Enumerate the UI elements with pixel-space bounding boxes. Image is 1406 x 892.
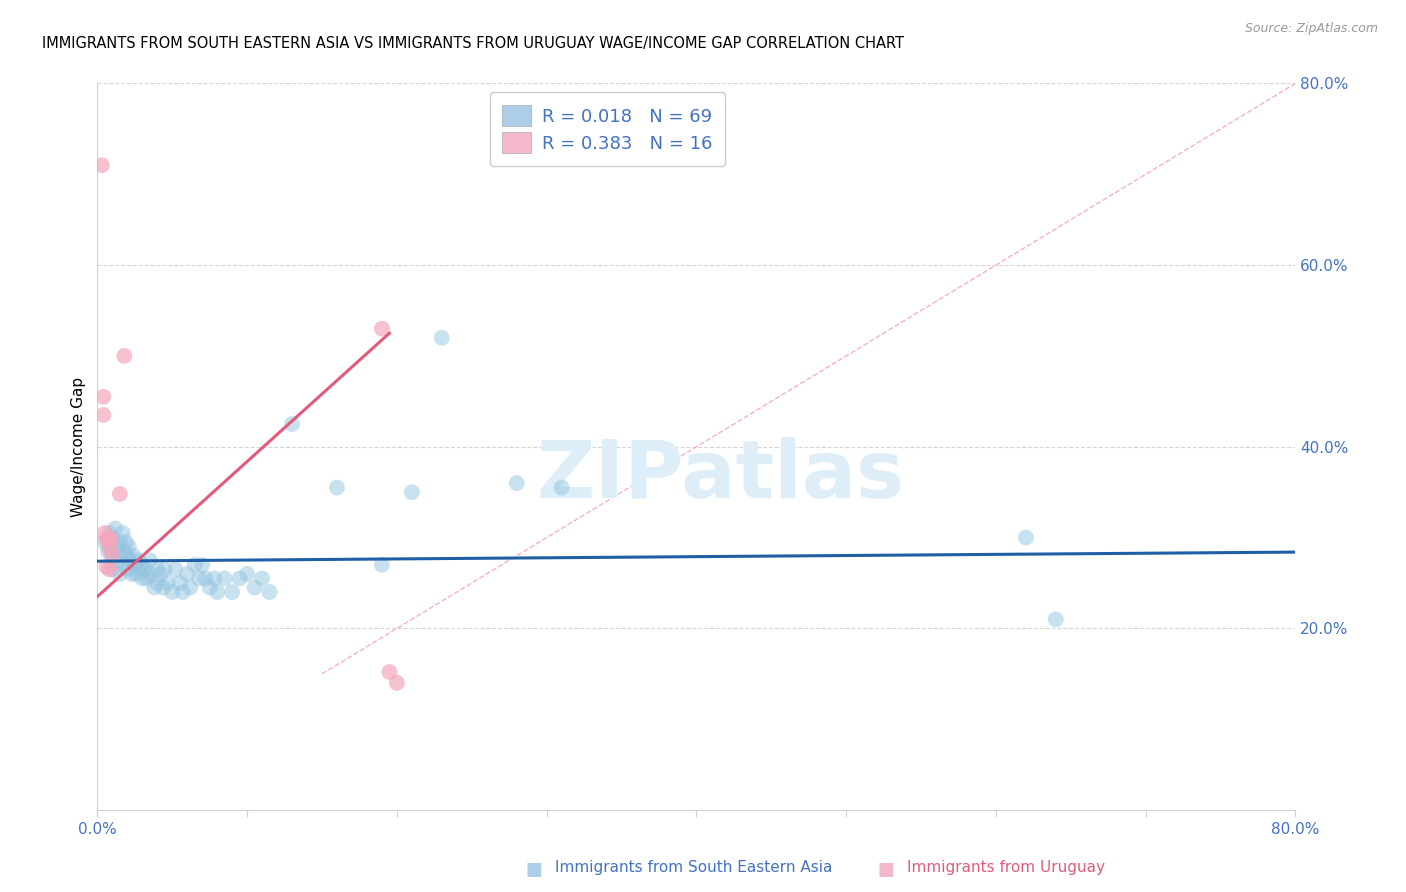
Point bbox=[90, 158, 112, 172]
Point bbox=[97, 533, 120, 547]
Point bbox=[94, 535, 117, 549]
Point bbox=[139, 566, 162, 581]
Point bbox=[550, 481, 572, 495]
Point bbox=[93, 390, 115, 404]
Text: Immigrants from Uruguay: Immigrants from Uruguay bbox=[907, 861, 1105, 875]
Point bbox=[98, 562, 121, 576]
Point bbox=[100, 533, 122, 547]
Point bbox=[146, 576, 169, 591]
Point bbox=[127, 553, 149, 567]
Point bbox=[194, 571, 217, 585]
Point bbox=[105, 540, 128, 554]
Point bbox=[214, 571, 236, 585]
Point bbox=[93, 408, 115, 422]
Point bbox=[117, 549, 139, 563]
Point bbox=[112, 349, 135, 363]
Point bbox=[228, 571, 250, 585]
Point bbox=[172, 585, 194, 599]
Point bbox=[114, 535, 136, 549]
Point bbox=[378, 665, 401, 679]
Point bbox=[1015, 531, 1038, 545]
Point bbox=[120, 553, 142, 567]
Point bbox=[259, 585, 281, 599]
Point bbox=[134, 562, 156, 576]
Point bbox=[112, 558, 135, 572]
Point bbox=[98, 526, 121, 541]
Point bbox=[156, 576, 179, 591]
Point bbox=[100, 540, 122, 554]
Point bbox=[97, 544, 120, 558]
Point bbox=[118, 540, 141, 554]
Point bbox=[326, 481, 349, 495]
Point bbox=[135, 571, 157, 585]
Point bbox=[94, 526, 117, 541]
Text: ▪: ▪ bbox=[876, 854, 896, 882]
Point bbox=[108, 566, 131, 581]
Point bbox=[143, 581, 166, 595]
Point bbox=[179, 581, 201, 595]
Point bbox=[281, 417, 304, 431]
Point bbox=[169, 576, 191, 591]
Point bbox=[108, 535, 131, 549]
Point bbox=[101, 562, 124, 576]
Text: Immigrants from South Eastern Asia: Immigrants from South Eastern Asia bbox=[555, 861, 832, 875]
Point bbox=[153, 562, 176, 576]
Point bbox=[191, 558, 214, 572]
Point bbox=[131, 558, 153, 572]
Text: ZIPatlas: ZIPatlas bbox=[536, 437, 904, 515]
Point bbox=[98, 541, 121, 556]
Point bbox=[160, 585, 183, 599]
Point bbox=[112, 544, 135, 558]
Point bbox=[128, 562, 150, 576]
Point bbox=[96, 559, 118, 574]
Point bbox=[124, 558, 146, 572]
Point bbox=[176, 566, 198, 581]
Point bbox=[104, 521, 127, 535]
Point bbox=[101, 549, 124, 563]
Point bbox=[205, 585, 228, 599]
Point bbox=[243, 581, 266, 595]
Point bbox=[149, 566, 172, 581]
Text: IMMIGRANTS FROM SOUTH EASTERN ASIA VS IMMIGRANTS FROM URUGUAY WAGE/INCOME GAP CO: IMMIGRANTS FROM SOUTH EASTERN ASIA VS IM… bbox=[42, 36, 904, 51]
Point bbox=[121, 566, 143, 581]
Y-axis label: Wage/Income Gap: Wage/Income Gap bbox=[72, 376, 86, 516]
Point bbox=[165, 562, 187, 576]
Point bbox=[505, 476, 527, 491]
Point bbox=[111, 526, 134, 541]
Point bbox=[430, 331, 453, 345]
Point bbox=[108, 487, 131, 501]
Point bbox=[183, 558, 205, 572]
Point bbox=[101, 531, 124, 545]
Point bbox=[385, 676, 408, 690]
Point bbox=[146, 562, 169, 576]
Text: ▪: ▪ bbox=[524, 854, 544, 882]
Point bbox=[1045, 612, 1067, 626]
Point bbox=[236, 566, 259, 581]
Point bbox=[401, 485, 423, 500]
Point bbox=[125, 566, 148, 581]
Point bbox=[371, 558, 394, 572]
Point bbox=[250, 571, 273, 585]
Text: Source: ZipAtlas.com: Source: ZipAtlas.com bbox=[1244, 22, 1378, 36]
Point bbox=[117, 562, 139, 576]
Point bbox=[221, 585, 243, 599]
Point bbox=[108, 549, 131, 563]
Point bbox=[371, 321, 394, 335]
Point bbox=[188, 571, 211, 585]
Point bbox=[101, 549, 124, 563]
Point bbox=[105, 553, 128, 567]
Point bbox=[122, 549, 145, 563]
Point bbox=[202, 571, 225, 585]
Point bbox=[198, 581, 221, 595]
Point bbox=[152, 581, 174, 595]
Legend: R = 0.018   N = 69, R = 0.383   N = 16: R = 0.018 N = 69, R = 0.383 N = 16 bbox=[489, 93, 725, 166]
Point bbox=[131, 571, 153, 585]
Point bbox=[96, 533, 118, 547]
Point bbox=[139, 553, 162, 567]
